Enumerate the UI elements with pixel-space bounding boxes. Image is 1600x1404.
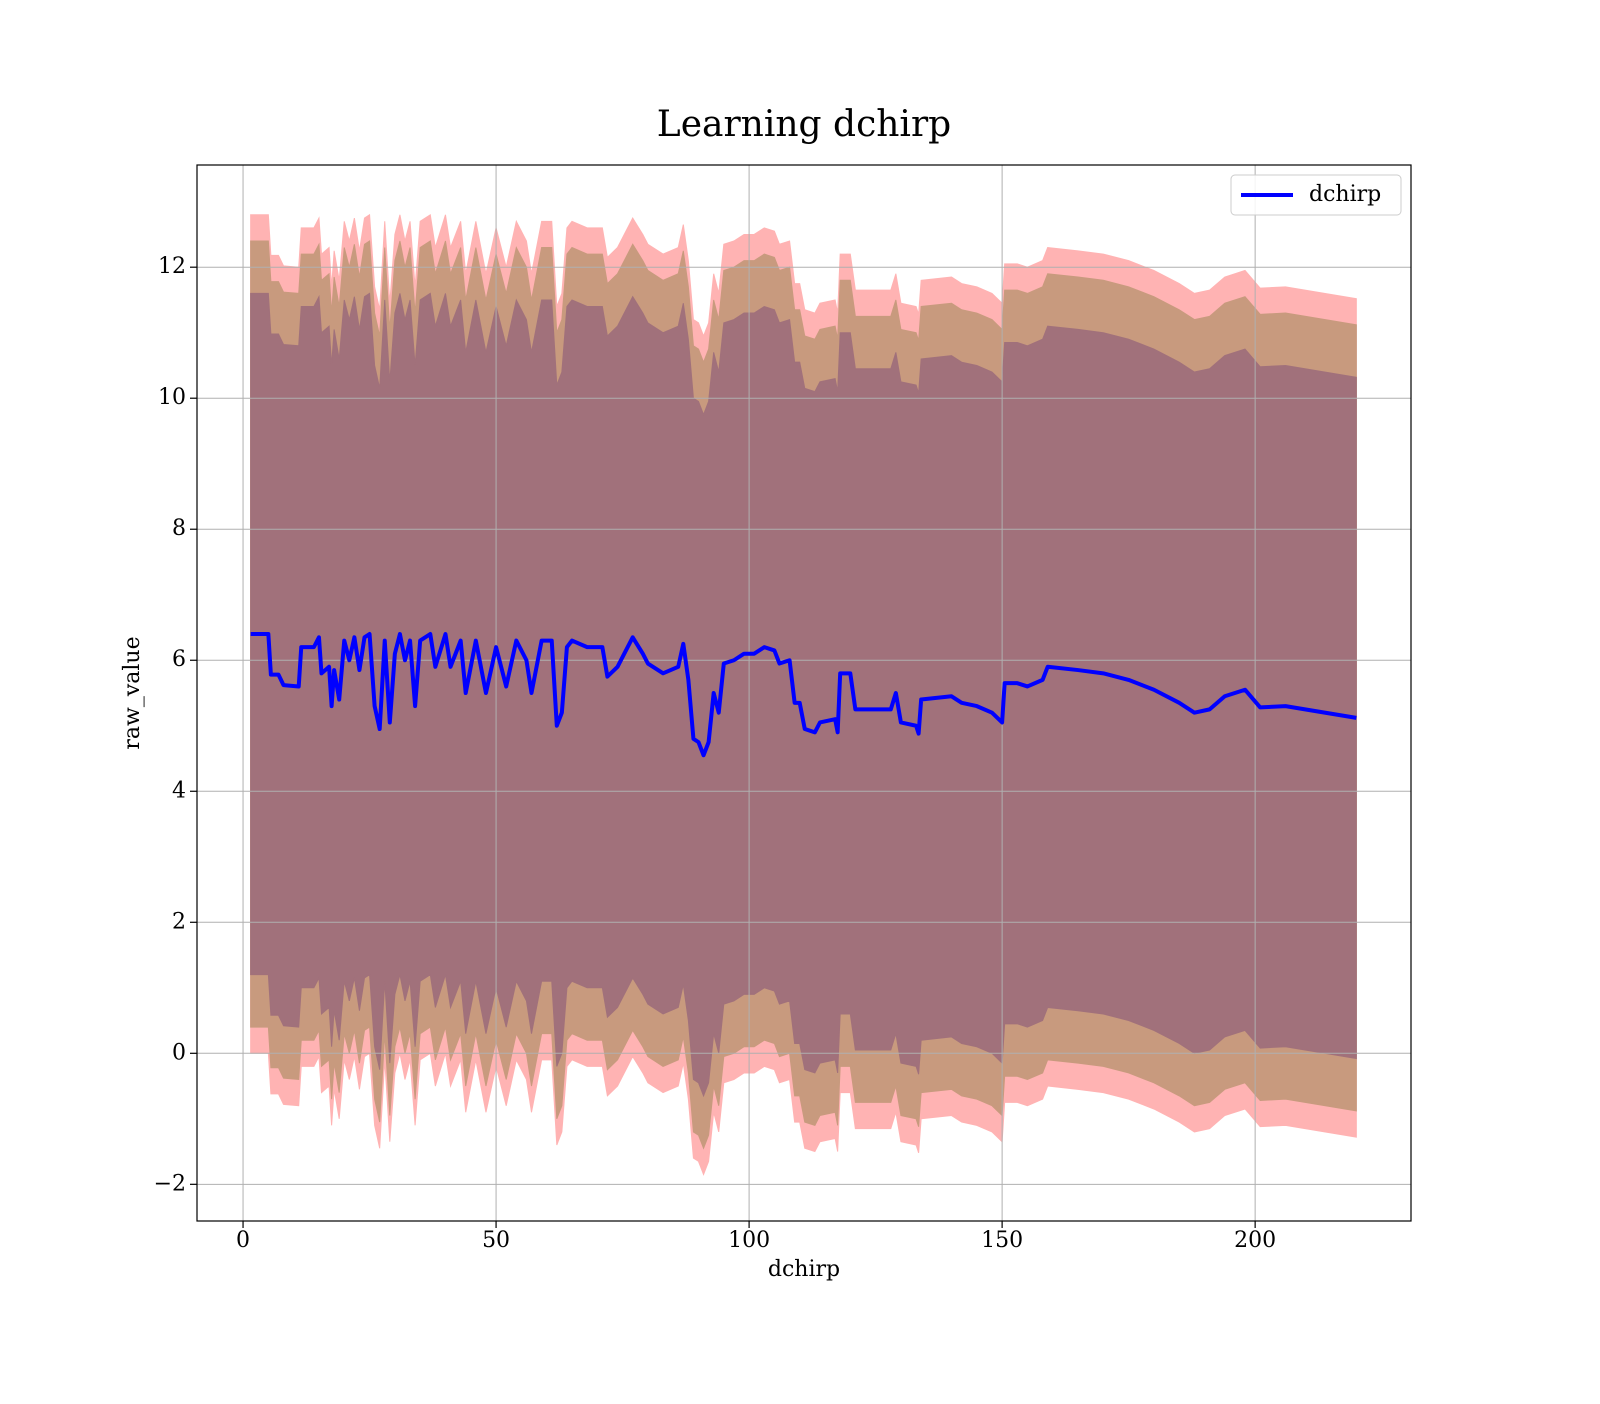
y-tick-label: 2 — [172, 909, 186, 934]
y-tick-label: 0 — [172, 1040, 186, 1065]
band — [250, 292, 1357, 1098]
y-tick-label: 10 — [158, 385, 186, 410]
y-tick-label: 8 — [172, 516, 186, 541]
x-tick-label: 50 — [482, 1228, 510, 1253]
y-tick-label: 6 — [172, 647, 186, 672]
x-axis-label: dchirp — [768, 1257, 840, 1282]
y-tick-label: −2 — [154, 1171, 186, 1196]
legend-box — [1230, 174, 1402, 216]
y-tick-label: 12 — [158, 254, 186, 279]
chart-title: Learning dchirp — [657, 104, 951, 145]
x-tick-label: 0 — [236, 1228, 250, 1253]
legend-label: dchirp — [1309, 182, 1381, 207]
x-tick-label: 200 — [1234, 1228, 1276, 1253]
plot-frame — [196, 164, 1412, 1222]
y-axis-label: raw_value — [120, 636, 145, 749]
x-tick-label: 150 — [981, 1228, 1023, 1253]
x-tick-label: 100 — [728, 1228, 770, 1253]
line — [250, 632, 1357, 758]
y-tick-label: 4 — [172, 778, 186, 803]
